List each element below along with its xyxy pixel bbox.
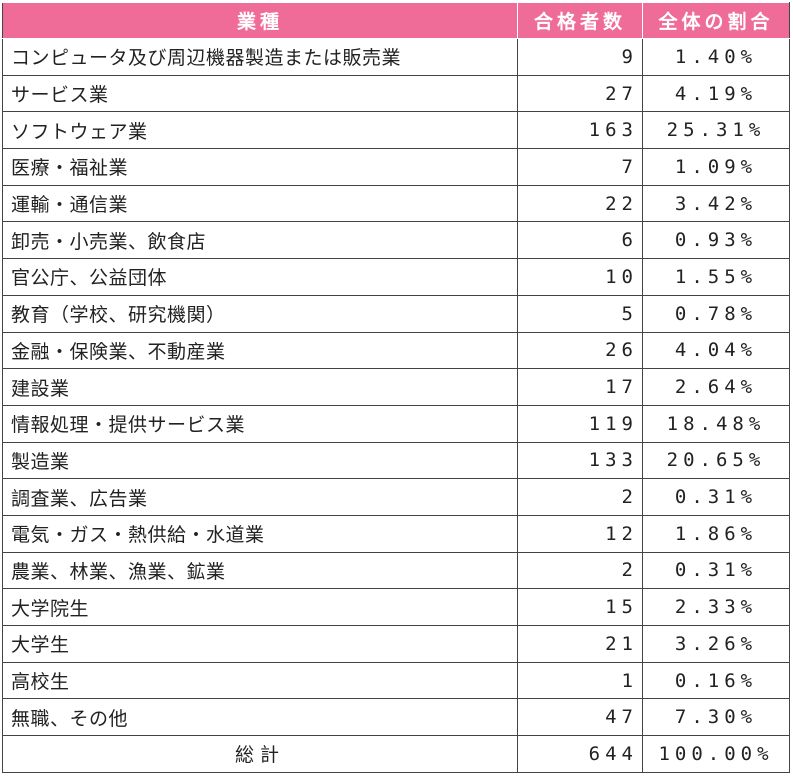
header-row: 業種 合格者数 全体の割合: [2, 2, 790, 39]
count-cell: 12: [517, 514, 643, 553]
table-row: コンピュータ及び周辺機器製造または販売業 9 1.40%: [2, 38, 790, 76]
count-cell: 17: [517, 368, 643, 406]
share-cell: 4.04%: [642, 331, 790, 370]
share-cell: 1.55%: [642, 258, 790, 296]
table-row: 高校生 1 0.16%: [2, 661, 790, 700]
share-cell: 18.48%: [642, 404, 790, 443]
share-cell: 3.42%: [642, 184, 790, 223]
total-row: 総計 644 100.00%: [2, 735, 790, 773]
share-cell: 0.78%: [642, 294, 790, 333]
count-cell: 163: [517, 111, 643, 150]
industry-cell: 大学院生: [2, 588, 518, 626]
share-cell: 2.64%: [642, 368, 790, 406]
table-row: 調査業、広告業 2 0.31%: [2, 478, 790, 516]
table-row: サービス業 27 4.19%: [2, 74, 790, 113]
count-cell: 27: [517, 74, 643, 113]
industry-cell: 医療・福祉業: [2, 148, 518, 186]
industry-cell: 無職、その他: [2, 698, 518, 737]
industry-cell: 電気・ガス・熱供給・水道業: [2, 514, 518, 553]
total-count: 644: [517, 735, 643, 773]
table-row: 金融・保険業、不動産業 26 4.04%: [2, 331, 790, 370]
table-row: 大学生 21 3.26%: [2, 625, 790, 663]
table-row: 医療・福祉業 7 1.09%: [2, 148, 790, 186]
table-body: コンピュータ及び周辺機器製造または販売業 9 1.40% サービス業 27 4.19% ソフ…: [2, 38, 790, 737]
table-row: 官公庁、公益団体 10 1.55%: [2, 258, 790, 296]
count-cell: 15: [517, 588, 643, 626]
industry-cell: サービス業: [2, 74, 518, 113]
share-cell: 0.31%: [642, 551, 790, 590]
industry-cell: コンピュータ及び周辺機器製造または販売業: [2, 38, 518, 76]
count-cell: 2: [517, 551, 643, 590]
column-header-share: 全体の割合: [642, 2, 790, 39]
count-cell: 133: [517, 441, 643, 480]
count-cell: 9: [517, 38, 643, 76]
industry-cell: 卸売・小売業、飲食店: [2, 221, 518, 260]
count-cell: 47: [517, 698, 643, 737]
count-cell: 5: [517, 294, 643, 333]
industry-cell: 高校生: [2, 661, 518, 700]
total-share: 100.00%: [642, 735, 790, 773]
share-cell: 7.30%: [642, 698, 790, 737]
industry-cell: 大学生: [2, 625, 518, 663]
count-cell: 22: [517, 184, 643, 223]
industry-cell: 運輸・通信業: [2, 184, 518, 223]
share-cell: 1.40%: [642, 38, 790, 76]
total-label: 総計: [2, 735, 518, 773]
share-cell: 1.09%: [642, 148, 790, 186]
table-row: 建設業 17 2.64%: [2, 368, 790, 406]
industry-cell: 官公庁、公益団体: [2, 258, 518, 296]
table-row: 大学院生 15 2.33%: [2, 588, 790, 626]
count-cell: 6: [517, 221, 643, 260]
table-row: 無職、その他 47 7.30%: [2, 698, 790, 737]
share-cell: 0.16%: [642, 661, 790, 700]
share-cell: 2.33%: [642, 588, 790, 626]
table-row: ソフトウェア業 163 25.31%: [2, 111, 790, 150]
count-cell: 2: [517, 478, 643, 516]
industry-cell: ソフトウェア業: [2, 111, 518, 150]
industry-cell: 教育（学校、研究機関）: [2, 294, 518, 333]
count-cell: 26: [517, 331, 643, 370]
share-cell: 20.65%: [642, 441, 790, 480]
table-row: 卸売・小売業、飲食店 6 0.93%: [2, 221, 790, 260]
share-cell: 4.19%: [642, 74, 790, 113]
table-row: 農業、林業、漁業、鉱業 2 0.31%: [2, 551, 790, 590]
column-header-industry: 業種: [2, 2, 518, 39]
share-cell: 25.31%: [642, 111, 790, 150]
column-header-count: 合格者数: [517, 2, 643, 39]
count-cell: 7: [517, 148, 643, 186]
industry-cell: 調査業、広告業: [2, 478, 518, 516]
table-row: 電気・ガス・熱供給・水道業 12 1.86%: [2, 514, 790, 553]
share-cell: 0.93%: [642, 221, 790, 260]
industry-cell: 製造業: [2, 441, 518, 480]
table-row: 運輸・通信業 22 3.42%: [2, 184, 790, 223]
table-row: 教育（学校、研究機関） 5 0.78%: [2, 294, 790, 333]
table-row: 製造業 133 20.65%: [2, 441, 790, 480]
count-cell: 1: [517, 661, 643, 700]
industry-cell: 建設業: [2, 368, 518, 406]
count-cell: 21: [517, 625, 643, 663]
share-cell: 0.31%: [642, 478, 790, 516]
count-cell: 10: [517, 258, 643, 296]
share-cell: 3.26%: [642, 625, 790, 663]
count-cell: 119: [517, 404, 643, 443]
table-row: 情報処理・提供サービス業 119 18.48%: [2, 404, 790, 443]
industry-cell: 情報処理・提供サービス業: [2, 404, 518, 443]
share-cell: 1.86%: [642, 514, 790, 553]
industry-cell: 農業、林業、漁業、鉱業: [2, 551, 518, 590]
industry-cell: 金融・保険業、不動産業: [2, 331, 518, 370]
